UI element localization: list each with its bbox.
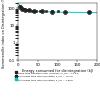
Point: [28, 10, 30, 11]
Point: [21, 8, 23, 9]
Point: [24, 8, 25, 10]
Point: [24, 9, 26, 10]
Point: [51, 11, 52, 12]
Point: [88, 11, 90, 13]
Point: [20, 7, 22, 8]
Y-axis label: Sommerville index on Disintegration (%): Sommerville index on Disintegration (%): [2, 0, 6, 68]
Point: [65, 11, 66, 13]
Point: [35, 10, 37, 12]
Point: [33, 10, 35, 12]
Point: [28, 10, 30, 11]
Point: [51, 11, 52, 12]
Point: [26, 9, 28, 11]
Point: [57, 11, 58, 12]
Point: [19, 5, 21, 7]
Legend: Hook-type agitation rotor (Horatier) C_cm = 12.1%, Flat-blade type rotor (Horati: Hook-type agitation rotor (Horatier) C_c…: [15, 72, 78, 81]
Point: [41, 11, 42, 12]
Point: [31, 10, 33, 11]
Point: [19, 6, 21, 8]
Point: [45, 10, 46, 12]
Point: [39, 10, 40, 12]
Point: [22, 8, 23, 9]
Point: [88, 11, 90, 13]
X-axis label: Energy consumed for disintegration (kJ): Energy consumed for disintegration (kJ): [22, 69, 93, 73]
